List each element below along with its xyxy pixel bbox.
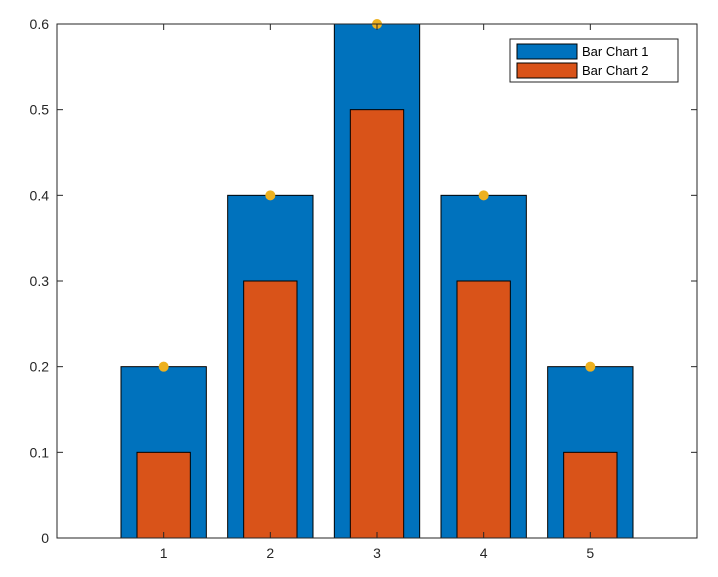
marker-point-1	[158, 361, 169, 372]
y-tick-label: 0.6	[30, 16, 50, 32]
x-tick-label: 1	[160, 545, 168, 561]
x-tick-label: 4	[480, 545, 488, 561]
bar-bar-chart-2-5	[563, 451, 618, 539]
bar-bar-chart-2-4	[456, 280, 511, 539]
marker-point-5	[585, 361, 596, 372]
axes-layer: 0 0.1 0.2 0.3 0.4 0.5 0.6 1 2 3 4 5	[30, 16, 698, 561]
legend-label-bar-chart-2: Bar Chart 2	[582, 63, 648, 78]
marker-point-2	[265, 190, 276, 201]
bar-bar-chart-2-2	[243, 280, 298, 539]
marker-point-4	[478, 190, 489, 201]
y-tick-label: 0.1	[30, 444, 50, 460]
x-tick-label: 3	[373, 545, 381, 561]
y-tick-label: 0.2	[30, 359, 50, 375]
y-tick-label: 0.3	[30, 273, 50, 289]
y-tick-label: 0	[41, 530, 49, 546]
y-tick-label: 0.5	[30, 102, 50, 118]
legend-swatch-bar-chart-2	[516, 62, 578, 79]
bar-bar-chart-2-1	[136, 451, 191, 539]
markers-layer	[158, 19, 596, 372]
legend-label-bar-chart-1: Bar Chart 1	[582, 44, 648, 59]
x-tick-label: 5	[586, 545, 594, 561]
legend: Bar Chart 1 Bar Chart 2	[509, 38, 679, 83]
legend-swatch-bar-chart-1	[516, 43, 578, 60]
y-tick-label: 0.4	[30, 187, 50, 203]
x-tick-label: 2	[266, 545, 274, 561]
bar-bar-chart-2-3	[349, 109, 405, 539]
bars-layer	[120, 23, 634, 539]
